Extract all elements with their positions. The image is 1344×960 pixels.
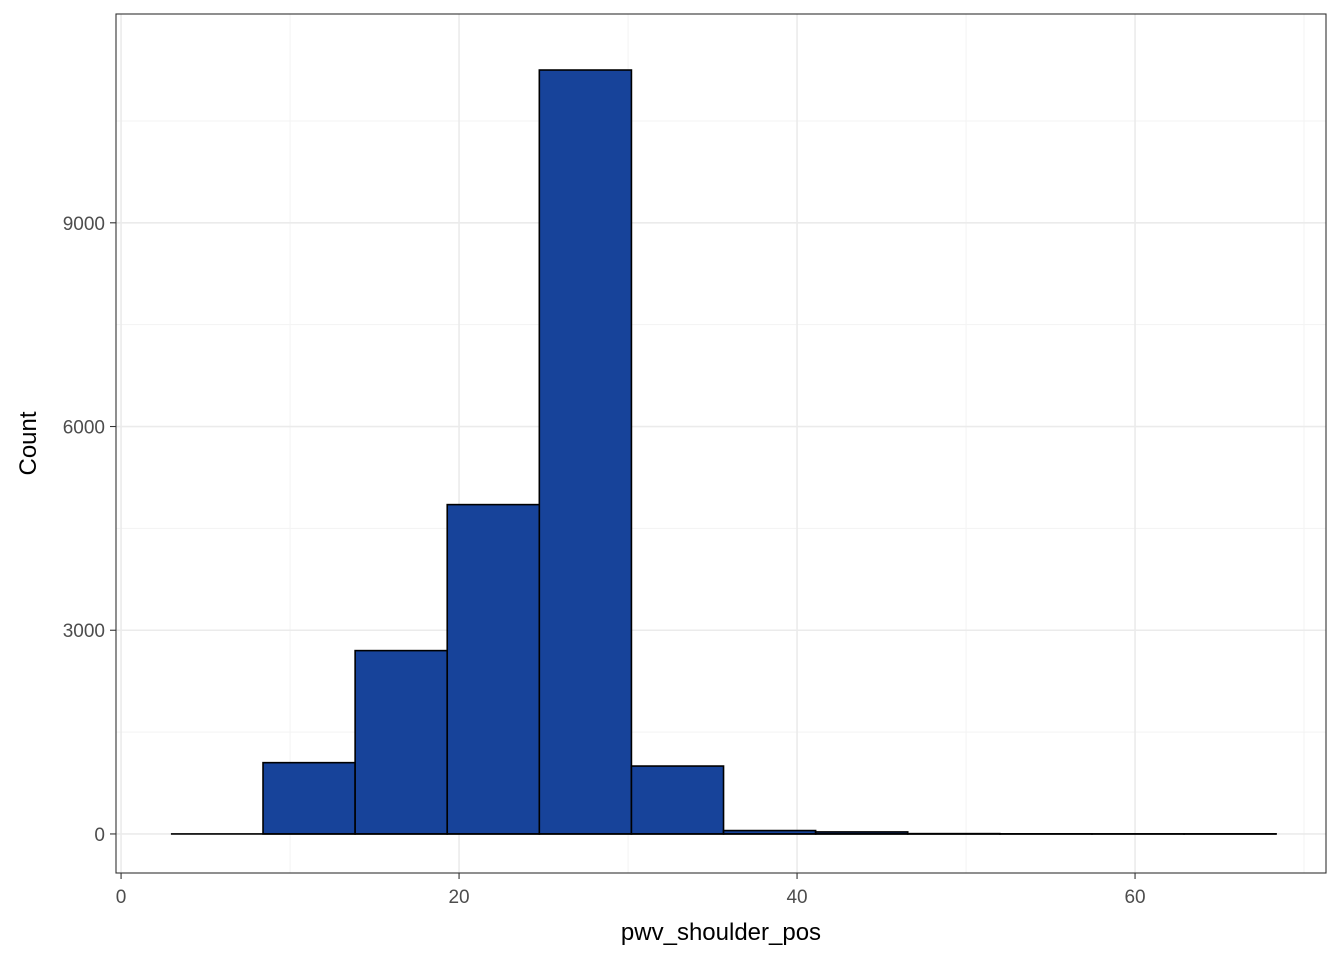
y-axis-ticks: 0 3000 6000 9000 <box>63 214 116 846</box>
histogram-bars <box>170 69 1277 835</box>
x-tick-label: 0 <box>116 887 127 908</box>
x-tick-label: 40 <box>786 887 807 908</box>
x-axis-title: pwv_shoulder_pos <box>621 919 821 946</box>
histogram-bar <box>630 765 725 835</box>
y-tick-label: 6000 <box>63 418 105 439</box>
y-tick-label: 0 <box>94 825 105 846</box>
x-tick-label: 20 <box>448 887 469 908</box>
histogram-bar <box>446 503 541 835</box>
panel-border <box>115 13 1327 874</box>
histogram-bar <box>538 69 633 835</box>
y-tick-label: 3000 <box>63 621 105 642</box>
y-axis-title: Count <box>15 411 42 475</box>
histogram-bar <box>354 649 449 835</box>
histogram-bar <box>262 761 356 835</box>
y-tick-label: 9000 <box>63 214 105 235</box>
x-axis-ticks: 0 20 40 60 <box>116 873 1146 908</box>
x-tick-label: 60 <box>1124 887 1145 908</box>
